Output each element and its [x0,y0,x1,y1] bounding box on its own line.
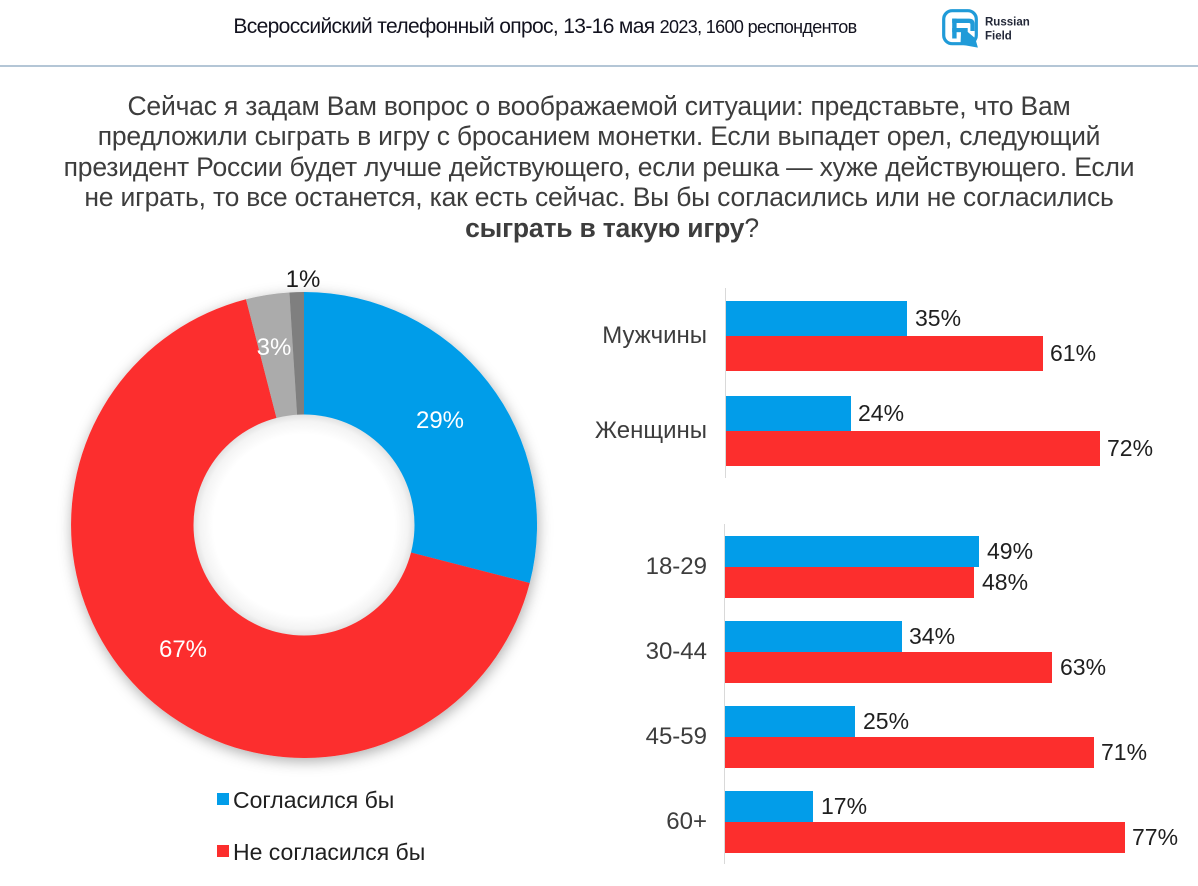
svg-text:29%: 29% [416,407,464,434]
svg-text:1%: 1% [286,266,321,293]
svg-text:3%: 3% [257,334,292,361]
svg-text:Field: Field [985,31,1012,43]
svg-text:67%: 67% [159,636,207,663]
svg-text:Russian: Russian [985,17,1030,29]
